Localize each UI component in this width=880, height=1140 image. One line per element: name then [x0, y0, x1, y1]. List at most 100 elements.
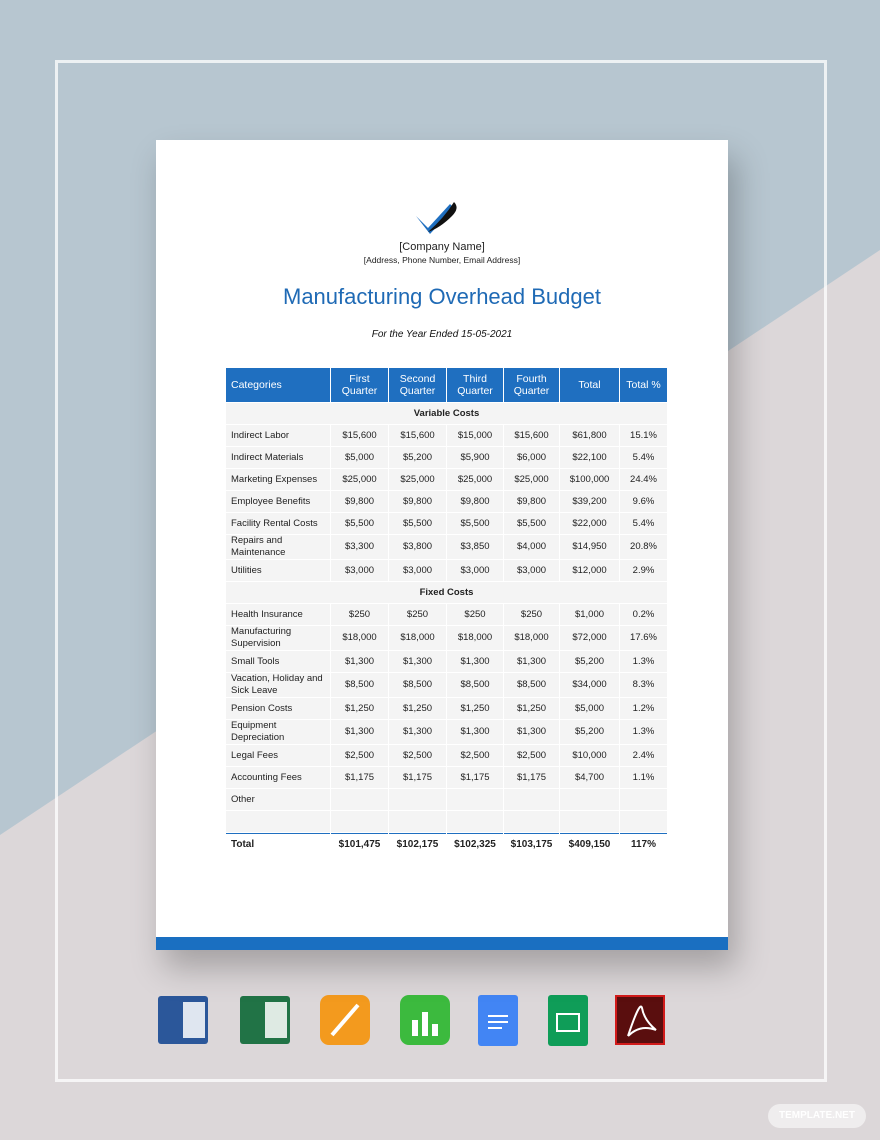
table-cell [447, 789, 503, 810]
table-cell [504, 811, 559, 832]
table-cell: Accounting Fees [226, 767, 330, 788]
table-cell: $1,300 [389, 720, 446, 744]
table-cell: $5,200 [389, 447, 446, 468]
table-cell: $250 [331, 604, 388, 625]
table-cell: $3,800 [389, 535, 446, 559]
table-cell: $22,000 [560, 513, 619, 534]
table-cell: Employee Benefits [226, 491, 330, 512]
table-cell: $1,300 [389, 651, 446, 672]
table-cell: Total [226, 833, 330, 856]
table-cell: $18,000 [389, 626, 446, 650]
icon-detail [488, 1027, 502, 1029]
budget-table: Categories First Quarter Second Quarter Thi… [225, 367, 668, 857]
table-cell: $3,000 [504, 560, 559, 581]
table-cell: $1,175 [504, 767, 559, 788]
table-row: Accounting Fees $1,175 $1,175 $1,175 $1,175 $… [226, 767, 667, 788]
table-cell: $39,200 [560, 491, 619, 512]
table-cell: $5,500 [331, 513, 388, 534]
table-cell: $10,000 [560, 745, 619, 766]
header-row: Categories First Quarter Second Quarter Thi… [226, 368, 667, 402]
table-row: Legal Fees $2,500 $2,500 $2,500 $2,500 $10,00… [226, 745, 667, 766]
table-cell: 1.1% [620, 767, 667, 788]
table-cell: $22,100 [560, 447, 619, 468]
icon-detail [488, 1021, 508, 1023]
icon-detail [183, 1002, 205, 1038]
table-cell: $5,900 [447, 447, 503, 468]
frame [55, 60, 827, 1082]
table-cell: $8,500 [504, 673, 559, 697]
section-row: Fixed Costs [226, 582, 667, 603]
table-cell: $2,500 [331, 745, 388, 766]
table-cell: $3,000 [389, 560, 446, 581]
table-cell: $2,500 [504, 745, 559, 766]
table-cell: $101,475 [331, 833, 388, 856]
table-cell: Indirect Labor [226, 425, 330, 446]
table-cell: Other [226, 789, 330, 810]
table-cell: Manufacturing Supervision [226, 626, 330, 650]
column-header: First Quarter [331, 368, 388, 402]
table-cell: 2.4% [620, 745, 667, 766]
table-cell: $2,500 [389, 745, 446, 766]
title: Manufacturing Overhead Budget [283, 284, 601, 309]
table-cell: $14,950 [560, 535, 619, 559]
column-header: Total % [620, 368, 667, 402]
table-cell: $1,175 [331, 767, 388, 788]
table-cell: $3,000 [447, 560, 503, 581]
table-cell: $1,250 [331, 698, 388, 719]
table-cell: $5,200 [560, 651, 619, 672]
table-cell: 117% [620, 833, 667, 856]
table-row: Employee Benefits $9,800 $9,800 $9,800 $9,80… [226, 491, 667, 512]
table-cell: Health Insurance [226, 604, 330, 625]
table-cell [389, 789, 446, 810]
table-cell: 20.8% [620, 535, 667, 559]
table-cell: $4,700 [560, 767, 619, 788]
table-cell: $9,800 [389, 491, 446, 512]
table-cell [560, 811, 619, 832]
blank-row [226, 811, 667, 832]
table-cell: $5,000 [331, 447, 388, 468]
logo-swoosh [428, 202, 457, 232]
table-cell: 1.3% [620, 651, 667, 672]
table-cell: $18,000 [504, 626, 559, 650]
table-cell: 5.4% [620, 447, 667, 468]
table-cell: $1,300 [504, 651, 559, 672]
table-cell: 9.6% [620, 491, 667, 512]
table-cell: $1,175 [389, 767, 446, 788]
table-cell: $1,300 [447, 651, 503, 672]
table-row: Utilities $3,000 $3,000 $3,000 $3,000 $12,000… [226, 560, 667, 581]
table-cell: Utilities [226, 560, 330, 581]
table-cell: $12,000 [560, 560, 619, 581]
column-header: Total [560, 368, 619, 402]
table-cell: $25,000 [331, 469, 388, 490]
table-cell: $25,000 [389, 469, 446, 490]
table-cell: $61,800 [560, 425, 619, 446]
table-cell: 2.9% [620, 560, 667, 581]
table-cell: 5.4% [620, 513, 667, 534]
icon-detail [627, 1005, 657, 1037]
table-row: Other [226, 789, 667, 810]
table-cell: $1,300 [331, 720, 388, 744]
table-cell: $8,500 [447, 673, 503, 697]
table-cell: $8,500 [331, 673, 388, 697]
icon-detail [265, 1002, 287, 1038]
section-title: Variable Costs [226, 403, 667, 424]
table-cell: $15,600 [331, 425, 388, 446]
table-cell: $1,000 [560, 604, 619, 625]
table-row: Repairs and Maintenance $3,300 $3,800 $3,85… [226, 535, 667, 559]
table-cell: 1.2% [620, 698, 667, 719]
table-cell: $5,500 [504, 513, 559, 534]
table-cell: 17.6% [620, 626, 667, 650]
table-cell: $1,250 [447, 698, 503, 719]
table-cell [447, 811, 503, 832]
table-cell: $15,600 [504, 425, 559, 446]
table-cell [504, 789, 559, 810]
table-cell: $9,800 [504, 491, 559, 512]
table-cell [560, 789, 619, 810]
table-cell: $1,300 [331, 651, 388, 672]
docs-icon[interactable] [478, 995, 518, 1046]
pdf-icon[interactable] [615, 995, 665, 1045]
table-cell: $5,500 [389, 513, 446, 534]
sheets-icon[interactable] [548, 995, 588, 1046]
table-cell [226, 811, 330, 832]
